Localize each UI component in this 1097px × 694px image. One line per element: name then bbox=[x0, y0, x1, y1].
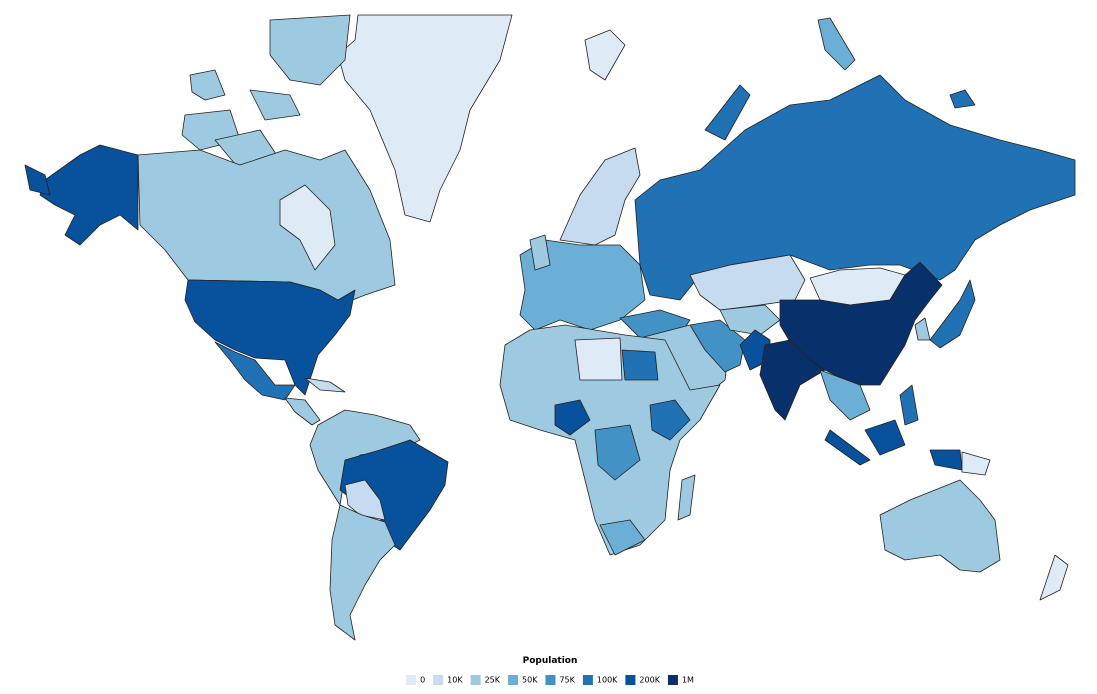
country bbox=[899, 384, 919, 426]
legend-label: 75K bbox=[559, 676, 575, 685]
legend-label: 100K bbox=[597, 676, 618, 685]
country bbox=[864, 419, 906, 456]
country bbox=[649, 399, 691, 441]
country bbox=[554, 399, 591, 436]
country bbox=[594, 424, 641, 481]
country bbox=[559, 147, 641, 246]
country bbox=[677, 474, 696, 521]
lake bbox=[279, 184, 336, 271]
country bbox=[719, 304, 781, 336]
country bbox=[621, 349, 659, 381]
country bbox=[284, 397, 321, 426]
legend-swatch bbox=[545, 675, 556, 685]
country bbox=[184, 279, 356, 396]
country bbox=[634, 74, 1076, 301]
legend-label: 25K bbox=[485, 676, 501, 685]
country bbox=[24, 164, 51, 196]
legend-label: 10K bbox=[447, 676, 463, 685]
country bbox=[344, 479, 386, 521]
country bbox=[269, 14, 351, 86]
legend-label: 0 bbox=[420, 676, 425, 685]
legend-swatch bbox=[582, 675, 593, 685]
country bbox=[817, 17, 856, 71]
legend-swatch bbox=[667, 675, 678, 685]
country bbox=[137, 149, 396, 306]
legend-swatch bbox=[508, 675, 519, 685]
country bbox=[929, 279, 976, 349]
country bbox=[304, 377, 346, 393]
country bbox=[529, 234, 551, 271]
legend-title: Population bbox=[523, 656, 578, 666]
legend-swatch bbox=[470, 675, 481, 685]
legend-swatch bbox=[625, 675, 636, 685]
legend: 0 10K 25K 50K 75K 100K 200K 1M bbox=[406, 675, 694, 685]
country bbox=[39, 144, 139, 246]
country bbox=[759, 339, 826, 421]
legend-label: 1M bbox=[682, 676, 694, 685]
legend-swatch bbox=[406, 675, 417, 685]
country bbox=[929, 449, 963, 471]
countries bbox=[24, 14, 1076, 641]
country bbox=[1039, 554, 1069, 601]
legend-label: 200K bbox=[639, 676, 660, 685]
legend-swatch bbox=[433, 675, 444, 685]
country bbox=[914, 317, 931, 341]
country bbox=[704, 84, 751, 141]
country bbox=[249, 89, 301, 121]
country bbox=[949, 89, 976, 109]
country bbox=[574, 337, 623, 381]
country bbox=[689, 319, 746, 373]
country bbox=[584, 29, 626, 81]
country bbox=[214, 341, 296, 401]
country bbox=[599, 519, 646, 556]
country bbox=[519, 239, 646, 331]
legend-label: 50K bbox=[522, 676, 538, 685]
country bbox=[961, 451, 991, 476]
country bbox=[819, 369, 871, 421]
country bbox=[824, 429, 871, 466]
country bbox=[329, 504, 396, 641]
country bbox=[879, 479, 1001, 573]
country bbox=[189, 69, 226, 101]
